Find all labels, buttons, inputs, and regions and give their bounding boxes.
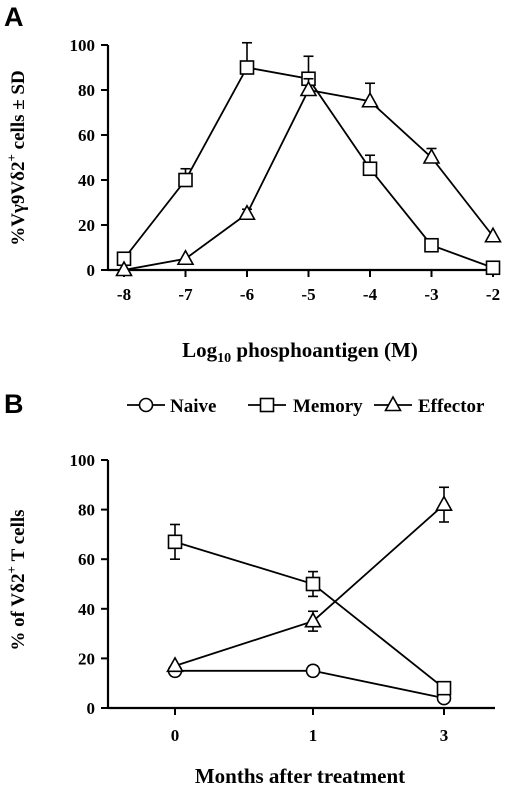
panel-b-point-effector (435, 494, 453, 511)
panel-a-x-ticks: -8 -7 -6 -5 -4 -3 -2 (117, 270, 500, 304)
panel-b-series-memory (167, 523, 452, 696)
panel-a-y-tick-label: 40 (78, 171, 95, 190)
panel-a-series-triangle (115, 77, 502, 277)
panel-a-x-tick-label: -3 (424, 285, 438, 304)
panel-a-y-tick-label: 20 (78, 216, 95, 235)
panel-a-point-square (178, 172, 193, 188)
panel-b-x-ticks: 0 1 3 (171, 708, 449, 745)
legend-label-naive: Naive (170, 396, 216, 417)
legend-label-effector: Effector (418, 396, 485, 417)
panel-b-x-tick-label: 0 (171, 726, 180, 745)
panel-a-x-axis-label: Log10 phosphoantigen (M) (182, 338, 418, 366)
panel-a-point-square (424, 237, 439, 253)
panel-a-point-triangle (299, 80, 318, 97)
panel-a-y-tick-label: 100 (70, 36, 96, 55)
panel-a-series-square (116, 41, 501, 276)
panel-b-label: B (4, 389, 24, 419)
panel-a-point-triangle (422, 147, 441, 164)
panel-a-x-tick-label: -4 (363, 285, 378, 304)
legend-item-naive: Naive (127, 396, 216, 417)
legend-marker-naive (138, 397, 154, 413)
panel-b-point-memory (436, 680, 452, 696)
legend-item-effector: Effector (374, 395, 485, 417)
panel-b-series-effector (166, 486, 453, 673)
panel-b-y-ticks: 0 20 40 60 80 100 (70, 451, 108, 718)
panel-a-point-square (485, 260, 501, 276)
panel-a-y-ticks: 0 20 40 60 80 100 (70, 36, 108, 280)
panel-a-y-tick-label: 0 (87, 261, 96, 280)
panel-b-x-tick-label: 1 (309, 726, 318, 745)
legend: Naive Memory Effector (127, 395, 485, 417)
panel-a-x-tick-label: -2 (486, 285, 500, 304)
legend-label-memory: Memory (293, 396, 363, 417)
legend-marker-effector (384, 395, 402, 412)
panel-b-y-axis-label: % of Vδ2+ T cells (4, 509, 29, 650)
panel-a-point-triangle (115, 260, 133, 277)
panel-b-y-tick-label: 0 (87, 699, 96, 718)
panel-b-y-tick-label: 20 (78, 649, 95, 668)
panel-a-x-tick-label: -7 (178, 285, 193, 304)
panel-a-plot: 0 20 40 60 80 100 -8 -7 -6 -5 -4 -3 -2 (70, 36, 502, 304)
panel-a-x-tick-label: -8 (117, 285, 131, 304)
panel-a-label: A (4, 2, 24, 32)
panel-b-y-tick-label: 100 (70, 451, 96, 470)
panel-a-point-triangle (484, 226, 502, 243)
panel-a-x-tick-label: -6 (240, 285, 254, 304)
panel-b-x-axis-label: Months after treatment (195, 764, 405, 788)
panel-b-point-effector (304, 611, 322, 628)
panel-b-point-effector (166, 656, 184, 673)
panel-a-line-square (123, 66, 494, 269)
panel-b-point-naive (305, 663, 321, 679)
legend-marker-memory (259, 397, 275, 413)
panel-a-series (115, 41, 502, 277)
panel-b-plot: 0 20 40 60 80 100 0 1 3 (70, 451, 495, 745)
panel-b-y-tick-label: 80 (78, 501, 95, 520)
panel-a-point-square (362, 161, 378, 177)
panel-b-y-tick-label: 40 (78, 600, 95, 619)
panel-a-point-triangle (361, 91, 379, 108)
panel-a-y-axis-label: %Vγ9Vδ2+ cells ± SD (4, 70, 29, 245)
panel-b-x-tick-label: 3 (440, 726, 449, 745)
panel-b-y-tick-label: 60 (78, 550, 95, 569)
panel-b-series (166, 486, 453, 706)
panel-b-point-memory (305, 576, 321, 592)
panel-b-point-memory (167, 534, 183, 550)
panel-a-point-triangle (176, 249, 195, 266)
panel-a-y-tick-label: 60 (78, 126, 95, 145)
legend-item-memory: Memory (248, 396, 363, 417)
panel-b-series-naive (167, 663, 452, 706)
panel-a-point-square (239, 60, 255, 75)
panel-a-y-tick-label: 80 (78, 81, 95, 100)
panel-a-x-tick-label: -5 (301, 285, 315, 304)
panel-a-point-triangle (238, 204, 256, 221)
